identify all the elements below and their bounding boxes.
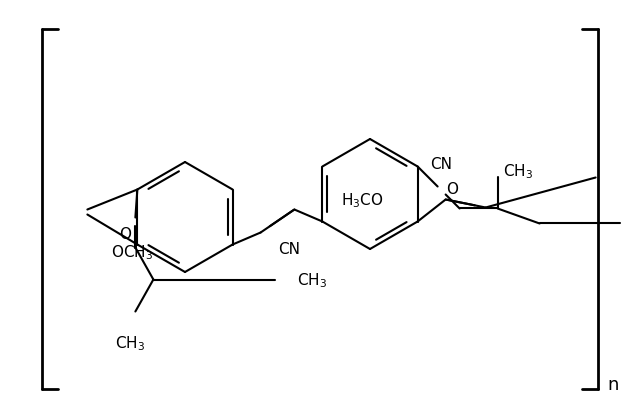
Text: O: O xyxy=(445,182,458,197)
Text: CH$_3$: CH$_3$ xyxy=(115,334,145,352)
Text: CN: CN xyxy=(278,242,300,257)
Text: n: n xyxy=(607,375,618,393)
Text: H$_3$CO: H$_3$CO xyxy=(340,191,383,209)
Text: CH$_3$: CH$_3$ xyxy=(502,162,532,181)
Text: OCH$_3$: OCH$_3$ xyxy=(111,243,153,262)
Text: O: O xyxy=(120,226,131,242)
Text: CH$_3$: CH$_3$ xyxy=(298,271,328,289)
Text: CN: CN xyxy=(429,157,452,172)
